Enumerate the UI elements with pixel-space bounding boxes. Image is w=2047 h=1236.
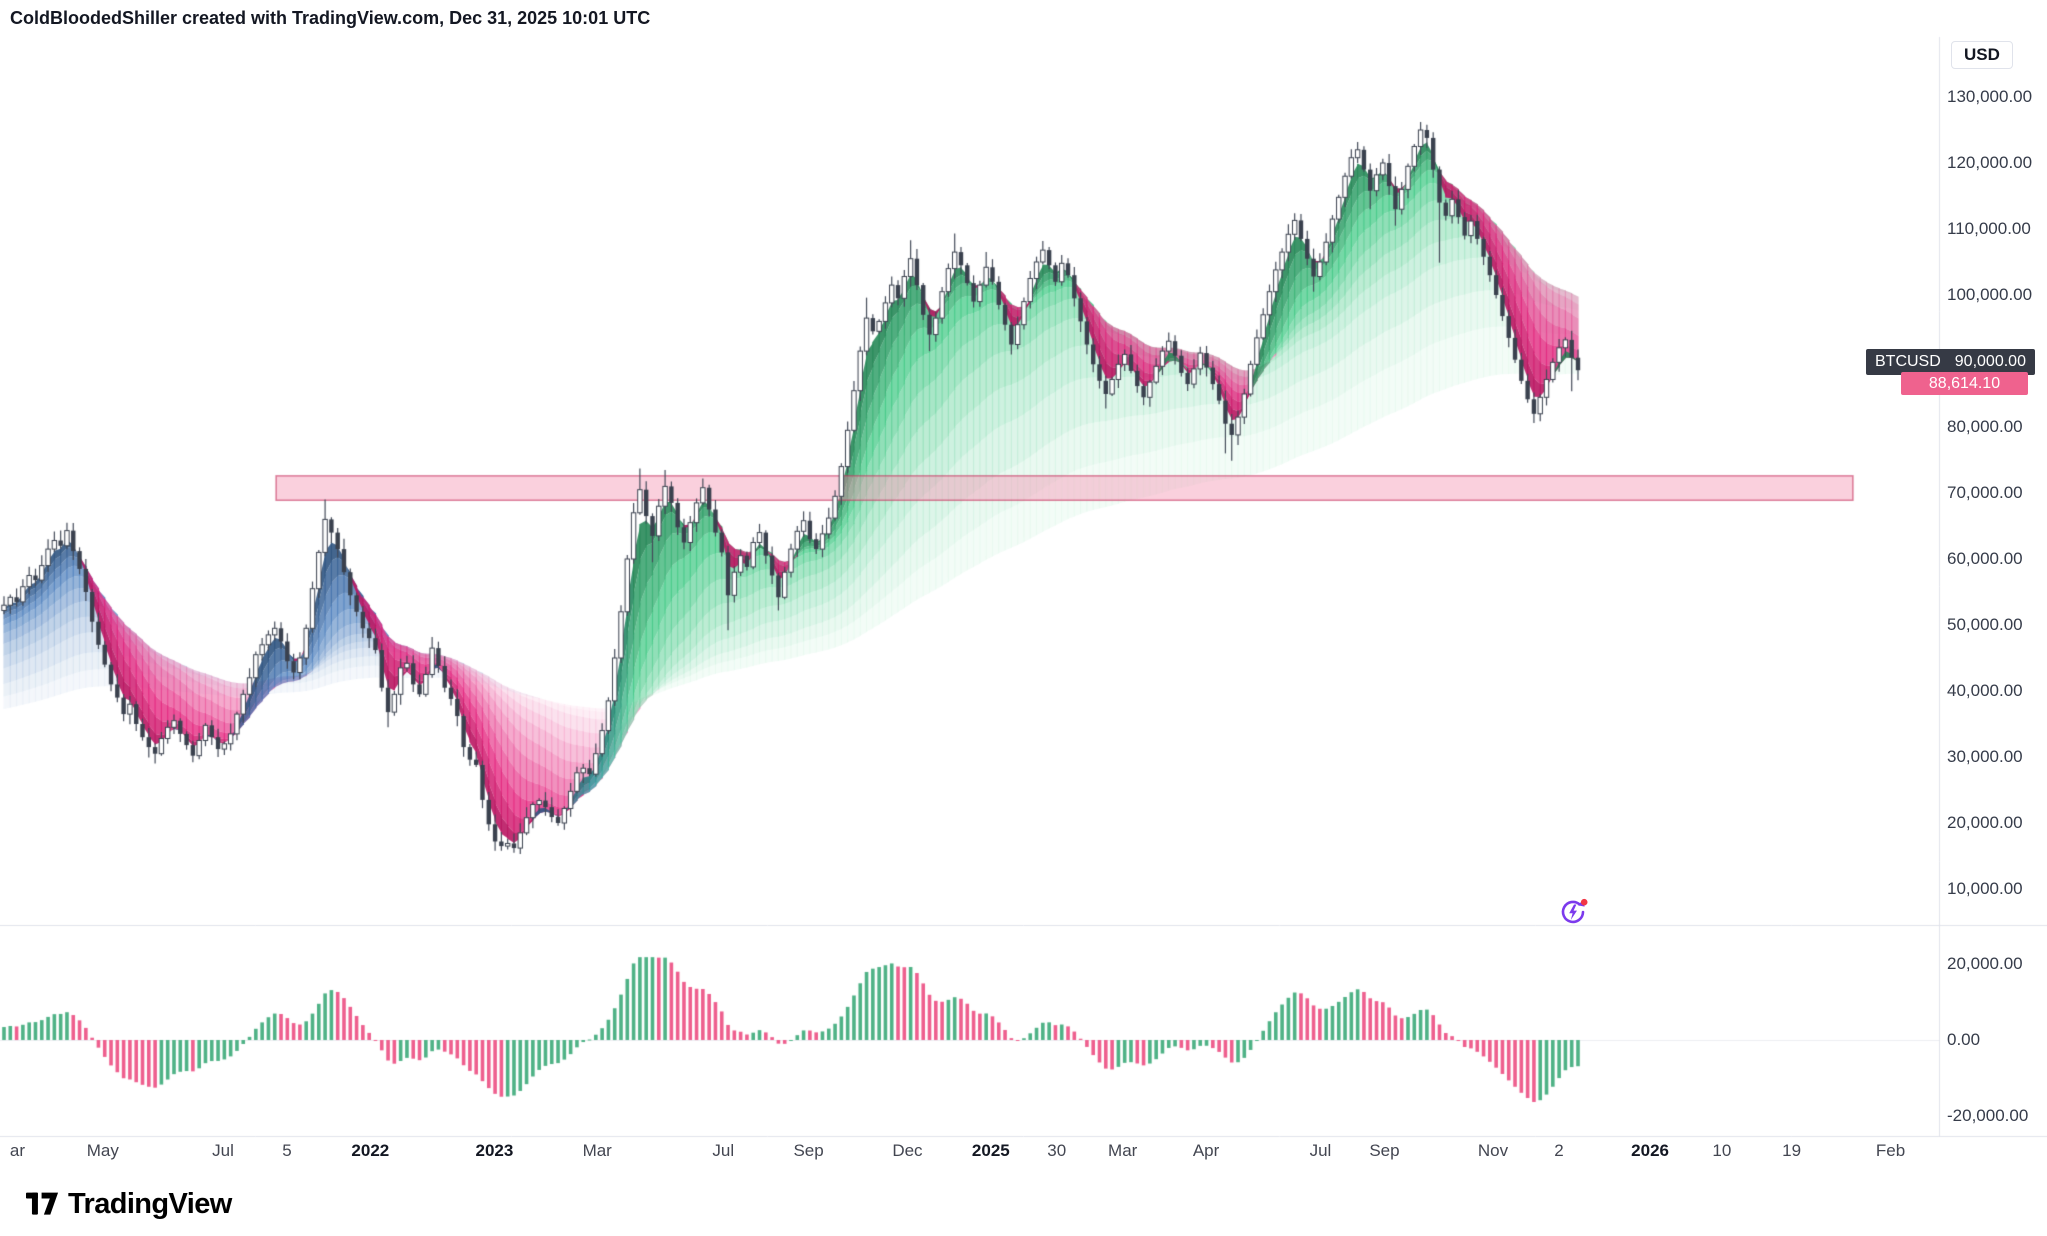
price-axis-label: 30,000.00	[1947, 747, 2023, 766]
time-axis-label: Apr	[1192, 1141, 1220, 1160]
time-axis-label: May	[86, 1141, 119, 1160]
time-axis-label: 19	[1782, 1141, 1802, 1160]
price-axis-label: 110,000.00	[1947, 219, 2031, 238]
time-axis-label: Nov	[1477, 1141, 1509, 1160]
currency-chip[interactable]: USD	[1951, 41, 2013, 69]
time-axis-label: Mar	[1108, 1141, 1138, 1160]
price-axis-label: 50,000.00	[1947, 615, 2023, 634]
time-axis-label: 5	[282, 1141, 292, 1160]
symbol-price-label: 90,000.00	[1954, 353, 2026, 370]
tradingview-mark-icon	[26, 1192, 59, 1215]
time-axis-label: Jul	[1309, 1141, 1332, 1160]
last-price-label: 88,614.10	[1928, 374, 2001, 392]
price-axis-label: 10,000.00	[1947, 879, 2023, 898]
time-axis-label: Jul	[212, 1141, 234, 1160]
price-axis-label: 20,000.00	[1947, 813, 2023, 832]
price-axis-label: 40,000.00	[1947, 681, 2023, 700]
refresh-icon[interactable]	[1556, 895, 1590, 929]
time-axis-label: 2025	[971, 1141, 1010, 1160]
time-axis-label: Jul	[712, 1141, 735, 1160]
time-axis-label: ar	[9, 1141, 25, 1160]
tradingview-logo[interactable]: TradingView	[26, 1188, 232, 1221]
tradingview-logo-text: TradingView	[68, 1188, 232, 1220]
price-axis-label: 60,000.00	[1947, 549, 2023, 568]
time-axis-label: Feb	[1875, 1141, 1906, 1160]
time-axis-label: Dec	[892, 1141, 923, 1160]
price-axis-label: 80,000.00	[1947, 417, 2023, 436]
price-axis-label: 100,000.00	[1947, 285, 2033, 304]
last-price-badge[interactable]: 88,614.10	[1901, 372, 2028, 395]
price-axis-label: 130,000.00	[1947, 87, 2033, 106]
price-axis-label: 120,000.00	[1947, 153, 2033, 172]
histogram-axis-label: -20,000.00	[1947, 1106, 2029, 1125]
chart-attribution: ColdBloodedShiller created with TradingV…	[10, 8, 651, 28]
time-axis-label: 2022	[351, 1141, 390, 1160]
symbol-price-badge[interactable]: BTCUSD 90,000.00	[1866, 349, 2035, 375]
time-axis-label: 2026	[1631, 1141, 1669, 1160]
time-axis-label: 2023	[475, 1141, 514, 1160]
time-axis-label: 2	[1554, 1141, 1564, 1160]
time-axis-label: Sep	[1369, 1141, 1400, 1160]
price-axis-label: 70,000.00	[1947, 483, 2023, 502]
histogram-axis-label: 0.00	[1947, 1030, 1981, 1049]
time-axis-label: 30	[1047, 1141, 1067, 1160]
time-axis-label: 10	[1712, 1141, 1732, 1160]
time-axis-label: Sep	[793, 1141, 824, 1160]
time-axis-label: Mar	[582, 1141, 612, 1160]
histogram-axis-label: 20,000.00	[1947, 954, 2023, 973]
symbol-label: BTCUSD	[1875, 353, 1941, 370]
